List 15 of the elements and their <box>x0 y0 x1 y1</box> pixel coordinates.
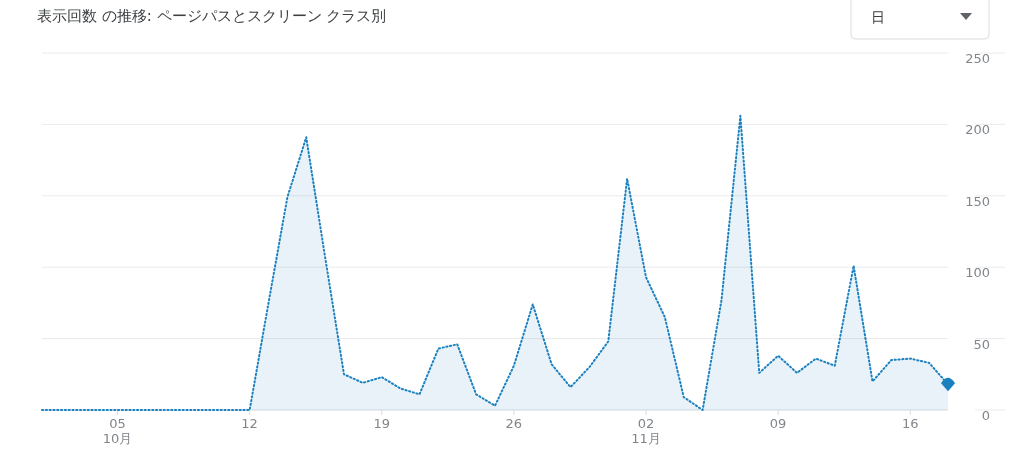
y-tick-label: 150 <box>965 193 990 209</box>
y-tick-label: 50 <box>973 336 990 352</box>
y-tick-label: 100 <box>965 265 990 281</box>
y-tick-label: 0 <box>981 408 990 423</box>
x-tick-label: 05 10月 <box>102 416 133 446</box>
x-tick-label: 26 <box>505 416 523 431</box>
chart-title: 表示回数 の推移: ページパスとスクリーン クラス別 <box>37 7 387 25</box>
x-tick-label: 19 <box>373 416 391 431</box>
x-tick-label: 16 <box>901 416 919 431</box>
y-tick-label: 200 <box>965 122 990 138</box>
control-dropdown: 日 <box>850 0 990 40</box>
x-tick-label: 09 <box>769 416 787 431</box>
x-tick-label: 02 11月 <box>631 416 661 446</box>
y-tick-label: 250 <box>965 51 990 66</box>
x-tick-label: 12 <box>241 416 258 431</box>
